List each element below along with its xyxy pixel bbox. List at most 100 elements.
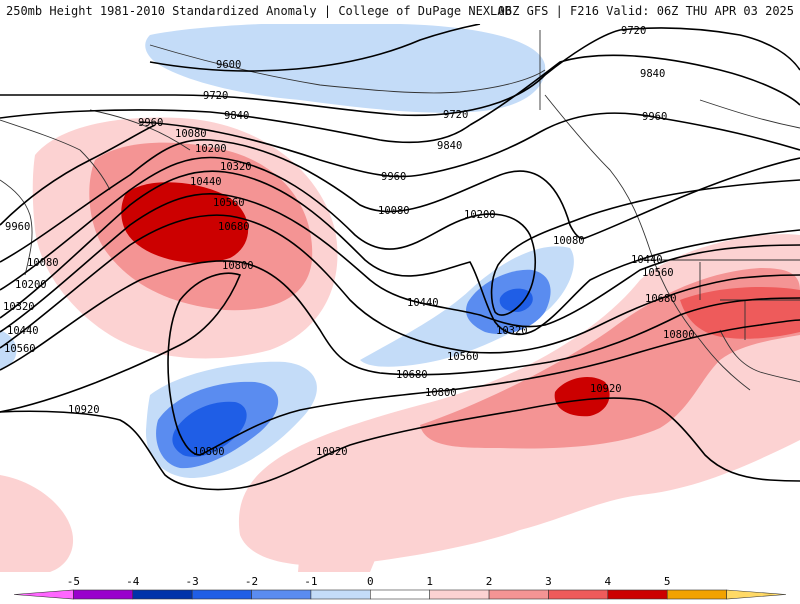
colorbar-segments <box>13 589 787 600</box>
contour-label: 10800 <box>425 387 457 399</box>
colorbar-segment <box>607 589 668 600</box>
colorbar-segment <box>726 589 787 600</box>
contour-9600 <box>149 24 481 72</box>
colorbar-tick-label: 1 <box>426 575 433 588</box>
contour-label: 9960 <box>138 117 163 129</box>
contour-10680 <box>0 260 800 376</box>
colorbar-segment <box>251 589 312 600</box>
colorbar-tick-label: 5 <box>664 575 671 588</box>
colorbar-svg: -5 -4 -3 -2 -1 0 1 2 3 4 5 <box>13 575 787 600</box>
contour-10920 <box>0 397 800 491</box>
colorbar-segment <box>429 589 490 600</box>
contour-label: 10080 <box>553 235 585 247</box>
anomaly-negative-midpacific-3 <box>499 288 533 312</box>
anomaly-positive-kamchatka-3 <box>121 182 249 263</box>
contour-label: 10800 <box>193 446 225 458</box>
contour-label: 10080 <box>27 257 59 269</box>
contour-label: 10320 <box>3 301 35 313</box>
contour-9840-e <box>469 54 800 126</box>
coast-alaska <box>149 44 546 94</box>
colorbar-segment <box>666 589 727 600</box>
contour-label: 10440 <box>7 325 39 337</box>
colorbar-tick-label: -1 <box>304 575 317 588</box>
contour-label: 10800 <box>663 329 695 341</box>
contour-label: 9840 <box>437 140 462 152</box>
colorbar-segment <box>488 589 549 600</box>
contour-label: 10560 <box>447 351 479 363</box>
colorbar-segment <box>73 589 134 600</box>
contour-label: 10920 <box>68 404 100 416</box>
contour-10080 <box>0 139 800 263</box>
contour-label: 9720 <box>203 90 228 102</box>
contour-10440 <box>0 192 800 333</box>
anomaly-negative-west-edge <box>0 330 17 370</box>
contour-label: 10200 <box>15 279 47 291</box>
colorbar-tick-label: 0 <box>367 575 374 588</box>
contour-10320 <box>0 170 800 336</box>
contour-label: 10920 <box>590 383 622 395</box>
colorbar-tick-label: -3 <box>186 575 199 588</box>
model-run-info: 06Z GFS | F216 Valid: 06Z THU APR 03 202… <box>497 4 794 18</box>
contour-label: 10200 <box>464 209 496 221</box>
map-title: 250mb Height 1981-2010 Standardized Anom… <box>6 4 512 18</box>
anomaly-negative-southwest-3 <box>172 401 247 457</box>
colorbar-tick-label: 3 <box>545 575 552 588</box>
contour-label: 9720 <box>443 109 468 121</box>
contour-label: 9960 <box>642 111 667 123</box>
contour-label: 10680 <box>218 221 250 233</box>
map-svg: 9720 9840 9960 9600 9720 9840 9960 9720 … <box>0 24 800 572</box>
contour-label: 10800 <box>222 260 254 272</box>
contour-label: 10440 <box>407 297 439 309</box>
contour-10560 <box>0 214 800 354</box>
contour-label: 9840 <box>640 68 665 80</box>
anomaly-positive-southwest-4 <box>554 377 610 417</box>
anomaly-negative-alaska <box>145 24 546 113</box>
contour-9720 <box>0 27 800 117</box>
contour-label: 10680 <box>645 293 677 305</box>
colorbar: -5 -4 -3 -2 -1 0 1 2 3 4 5 <box>0 574 800 600</box>
anomaly-positive-south-center <box>298 544 375 572</box>
coast-mexico <box>719 329 800 383</box>
contour-9960-w <box>0 124 156 226</box>
contour-label: 9960 <box>381 171 406 183</box>
colorbar-ticks: -5 -4 -3 -2 -1 0 1 2 3 4 5 <box>67 575 671 588</box>
contour-label: 9840 <box>224 110 249 122</box>
coast-japan <box>0 179 33 276</box>
anomaly-shading <box>0 24 800 572</box>
coast-northamerica-west <box>544 94 751 391</box>
map-header: 250mb Height 1981-2010 Standardized Anom… <box>0 0 800 24</box>
contour-label: 10440 <box>631 254 663 266</box>
colorbar-tick-label: 2 <box>486 575 493 588</box>
contour-10200 <box>0 156 800 316</box>
contour-label: 10560 <box>213 197 245 209</box>
anomaly-positive-southwest-pacific <box>0 475 74 572</box>
contour-label: 10080 <box>378 205 410 217</box>
contour-label: 10920 <box>316 446 348 458</box>
colorbar-segment <box>191 589 252 600</box>
contour-label: 10560 <box>4 343 36 355</box>
colorbar-segment <box>132 589 193 600</box>
coast-asia <box>0 119 111 191</box>
contour-label: 10200 <box>195 143 227 155</box>
contour-label: 9600 <box>216 59 241 71</box>
contour-9960-n <box>139 112 800 178</box>
contour-label: 10320 <box>496 325 528 337</box>
colorbar-segment <box>370 589 430 600</box>
contour-label: 10080 <box>175 128 207 140</box>
contour-label: 9960 <box>5 221 30 233</box>
height-contours <box>0 24 800 491</box>
colorbar-tick-label: -2 <box>245 575 258 588</box>
colorbar-tick-label: 4 <box>605 575 612 588</box>
colorbar-tick-label: -4 <box>126 575 140 588</box>
colorbar-segment <box>310 589 371 600</box>
colorbar-tick-label: -5 <box>67 575 80 588</box>
contour-labels: 9720 9840 9960 9600 9720 9840 9960 9720 … <box>3 25 695 458</box>
contour-label: 10440 <box>190 176 222 188</box>
colorbar-segment <box>548 589 609 600</box>
map-panel: 9720 9840 9960 9600 9720 9840 9960 9720 … <box>0 24 800 572</box>
colorbar-segment <box>13 589 74 600</box>
contour-label: 10680 <box>396 369 428 381</box>
coast-canada-north <box>699 99 800 129</box>
contour-label: 10320 <box>220 161 252 173</box>
state-borders <box>640 259 800 340</box>
